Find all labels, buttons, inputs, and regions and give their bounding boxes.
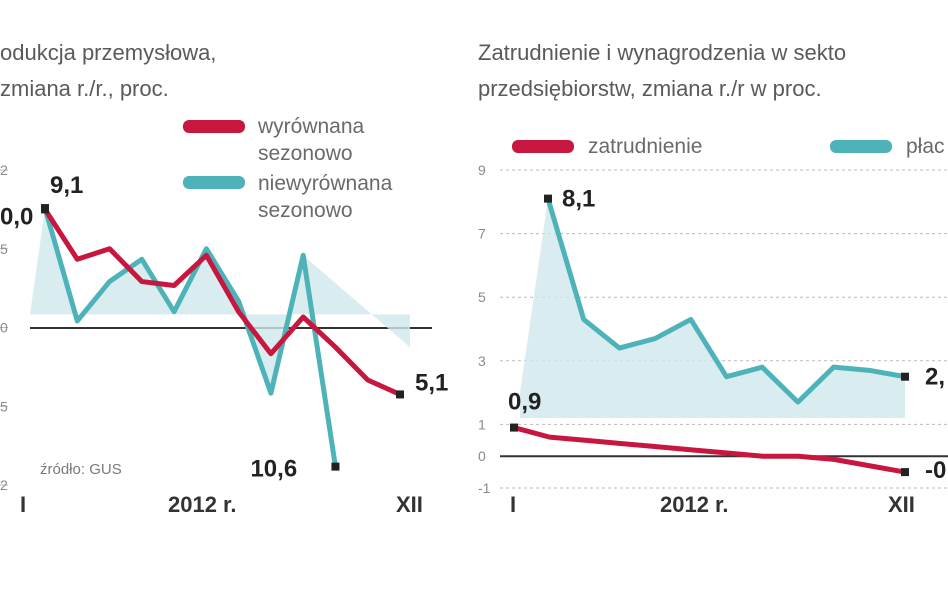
right-point-label: 2, — [925, 364, 945, 391]
left-ytick-label: 5 — [0, 398, 8, 414]
legend-swatch-right-red — [512, 140, 574, 153]
right-point-marker — [544, 194, 552, 203]
left-point-label: 5,1 — [415, 369, 448, 396]
right-ytick-label: -1 — [478, 480, 491, 496]
left-ytick-label: 2 — [0, 477, 8, 493]
left-point-marker — [396, 390, 404, 399]
legend-swatch-right-teal — [830, 140, 892, 153]
legend-right-teal: płac — [906, 135, 945, 158]
right-ytick-label: 3 — [478, 353, 486, 369]
left-point-marker — [41, 204, 49, 213]
right-point-label: -0 — [925, 457, 946, 484]
legend-left-red-line1: wyrównana — [257, 115, 365, 138]
chart-left-title: odukcja przemysłowa, — [0, 40, 216, 65]
right-point-marker — [510, 423, 518, 432]
left-point-label: 9,1 — [50, 172, 83, 199]
left-teal-area — [30, 208, 410, 394]
chart-right-subtitle: przedsiębiorstw, zmiana r./r w proc. — [478, 76, 822, 101]
legend-swatch-left-red — [183, 120, 245, 133]
right-xtick-first: I — [510, 492, 516, 517]
left-point-marker — [331, 462, 340, 471]
left-xtick-last: XII — [396, 492, 423, 517]
right-point-marker — [901, 468, 909, 477]
right-series-red-line — [513, 425, 906, 475]
left-point-label: 0,0 — [0, 203, 33, 230]
right-ytick-label: 9 — [478, 162, 486, 178]
chart-right-title: Zatrudnienie i wynagrodzenia w sekto — [478, 40, 846, 65]
right-xtick-last: XII — [888, 492, 915, 517]
legend-swatch-left-teal — [183, 176, 245, 189]
right-series-teal-line — [545, 197, 906, 405]
left-xtick-first: I — [20, 492, 26, 517]
right-ytick-label: 0 — [478, 448, 486, 464]
left-ytick-label: 2 — [0, 162, 8, 178]
right-xtick-middle: 2012 r. — [660, 492, 729, 517]
chart-left-subtitle: zmiana r./r., proc. — [0, 76, 169, 101]
chart-right: Zatrudnienie i wynagrodzenia w sekto prz… — [478, 40, 948, 517]
left-series-teal-line — [42, 207, 338, 468]
left-xtick-middle: 2012 r. — [168, 492, 237, 517]
chart-left-source: źródło: GUS — [40, 461, 122, 478]
right-point-label: 0,9 — [508, 389, 541, 416]
legend-left-teal-line2: sezonowo — [258, 199, 353, 222]
legend-left-teal-line1: niewyrównana — [258, 172, 393, 195]
left-ytick-label: 0 — [0, 320, 8, 336]
chart-left: odukcja przemysłowa, zmiana r./r., proc.… — [0, 40, 448, 517]
left-ytick-label: 5 — [0, 241, 8, 257]
right-point-marker — [901, 372, 909, 381]
legend-right-red: zatrudnienie — [588, 135, 702, 158]
right-teal-area — [520, 198, 905, 419]
right-ytick-label: 5 — [478, 289, 486, 305]
right-ytick-label: 1 — [478, 416, 486, 432]
left-point-label: 10,6 — [250, 456, 297, 483]
legend-left-red-line2: sezonowo — [258, 142, 353, 165]
left-series-red-line — [42, 208, 402, 397]
right-ytick-label: 7 — [478, 226, 486, 242]
right-point-label: 8,1 — [562, 186, 595, 213]
